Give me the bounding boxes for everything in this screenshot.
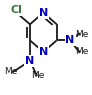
Text: N: N	[39, 8, 48, 18]
Text: N: N	[25, 56, 35, 66]
Text: N: N	[66, 35, 75, 45]
Text: Me: Me	[5, 67, 18, 76]
Text: Cl: Cl	[11, 6, 23, 15]
Text: Me: Me	[75, 48, 88, 56]
Text: N: N	[39, 47, 48, 57]
Text: Me: Me	[75, 30, 88, 39]
Text: Me: Me	[31, 71, 45, 80]
